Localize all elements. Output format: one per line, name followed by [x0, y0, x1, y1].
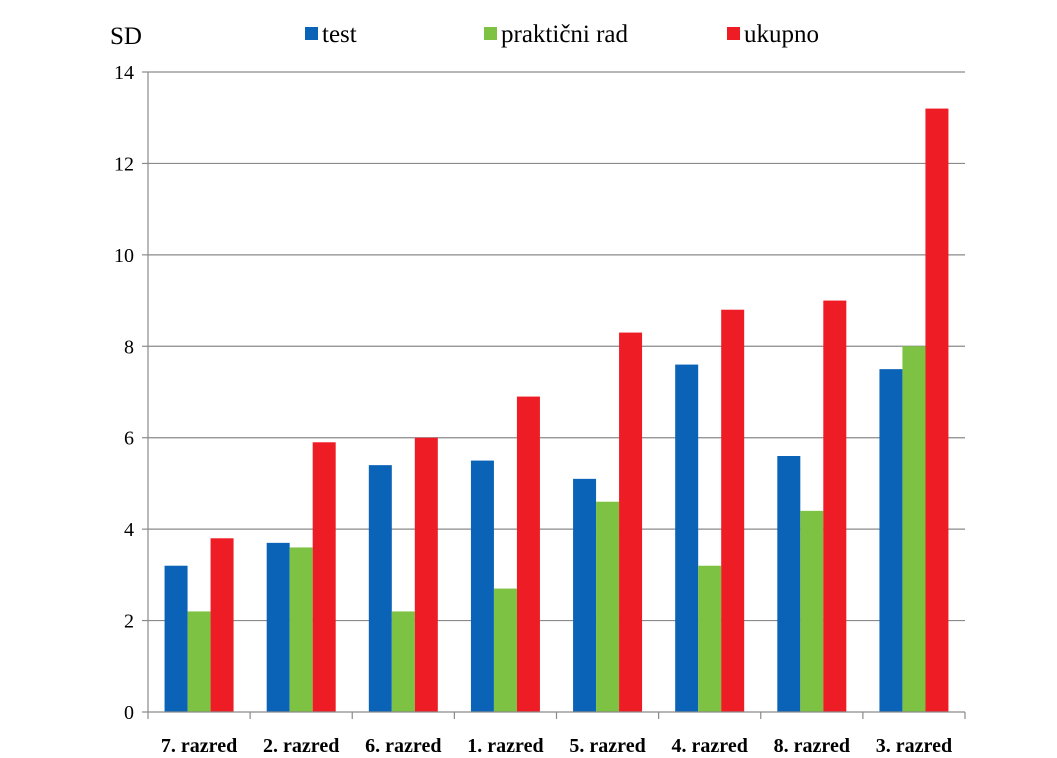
bar-ukupno-4 — [619, 332, 643, 712]
bars — [164, 108, 949, 713]
bar-praktični-rad-5 — [698, 565, 722, 712]
legend: test praktični rad ukupno — [305, 21, 819, 48]
bar-praktični-rad-4 — [596, 501, 620, 712]
x-tick-label: 1. razred — [467, 735, 543, 757]
bar-ukupno-0 — [210, 538, 234, 712]
y-tick-label: 12 — [114, 153, 134, 175]
legend-swatch-0 — [305, 27, 318, 40]
x-tick-label: 3. razred — [876, 735, 952, 757]
legend-swatch-1 — [484, 27, 497, 40]
y-tick-labels: 0 2 4 6 8 10 12 14 — [114, 62, 134, 724]
y-tick-label: 4 — [124, 519, 134, 541]
bar-praktični-rad-7 — [902, 346, 926, 712]
y-tick-label: 6 — [124, 428, 134, 450]
bar-praktični-rad-2 — [391, 611, 415, 712]
bar-test-2 — [368, 465, 392, 712]
bar-test-0 — [164, 565, 188, 712]
bar-ukupno-6 — [823, 300, 847, 712]
x-tick-label: 2. razred — [263, 735, 339, 757]
y-tick-label: 10 — [114, 245, 134, 267]
bar-test-4 — [573, 478, 597, 712]
bar-ukupno-1 — [312, 442, 336, 712]
bar-praktični-rad-0 — [187, 611, 211, 712]
x-tick-label: 8. razred — [774, 735, 850, 757]
legend-label-2: ukupno — [744, 21, 819, 48]
bar-praktični-rad-3 — [493, 588, 517, 712]
y-tick-label: 0 — [124, 702, 134, 724]
x-tick-label: 7. razred — [161, 735, 237, 757]
legend-label-1: praktični rad — [501, 21, 629, 48]
legend-label-0: test — [322, 21, 357, 48]
y-tick-label: 8 — [124, 336, 134, 358]
bar-praktični-rad-6 — [800, 510, 824, 712]
legend-swatch-2 — [727, 27, 740, 40]
bar-ukupno-2 — [414, 437, 438, 712]
x-tick-label: 6. razred — [365, 735, 441, 757]
bar-test-5 — [675, 364, 699, 712]
y-axis-title: SD — [110, 23, 142, 50]
x-tick-label: 5. razred — [569, 735, 645, 757]
bar-test-7 — [879, 369, 903, 712]
axes — [147, 72, 966, 719]
x-tick-labels: 7. razred 2. razred 6. razred 1. razred 5. r… — [161, 735, 952, 757]
y-tick-label: 2 — [124, 611, 134, 633]
bar-praktični-rad-1 — [289, 547, 313, 712]
y-tick-label: 14 — [114, 62, 134, 84]
bar-ukupno-7 — [925, 108, 949, 713]
bar-test-6 — [777, 456, 801, 712]
x-tick-label: 4. razred — [672, 735, 748, 757]
bar-test-3 — [470, 460, 494, 712]
bar-test-1 — [266, 542, 290, 712]
bar-ukupno-5 — [721, 309, 745, 712]
bar-ukupno-3 — [516, 396, 540, 712]
